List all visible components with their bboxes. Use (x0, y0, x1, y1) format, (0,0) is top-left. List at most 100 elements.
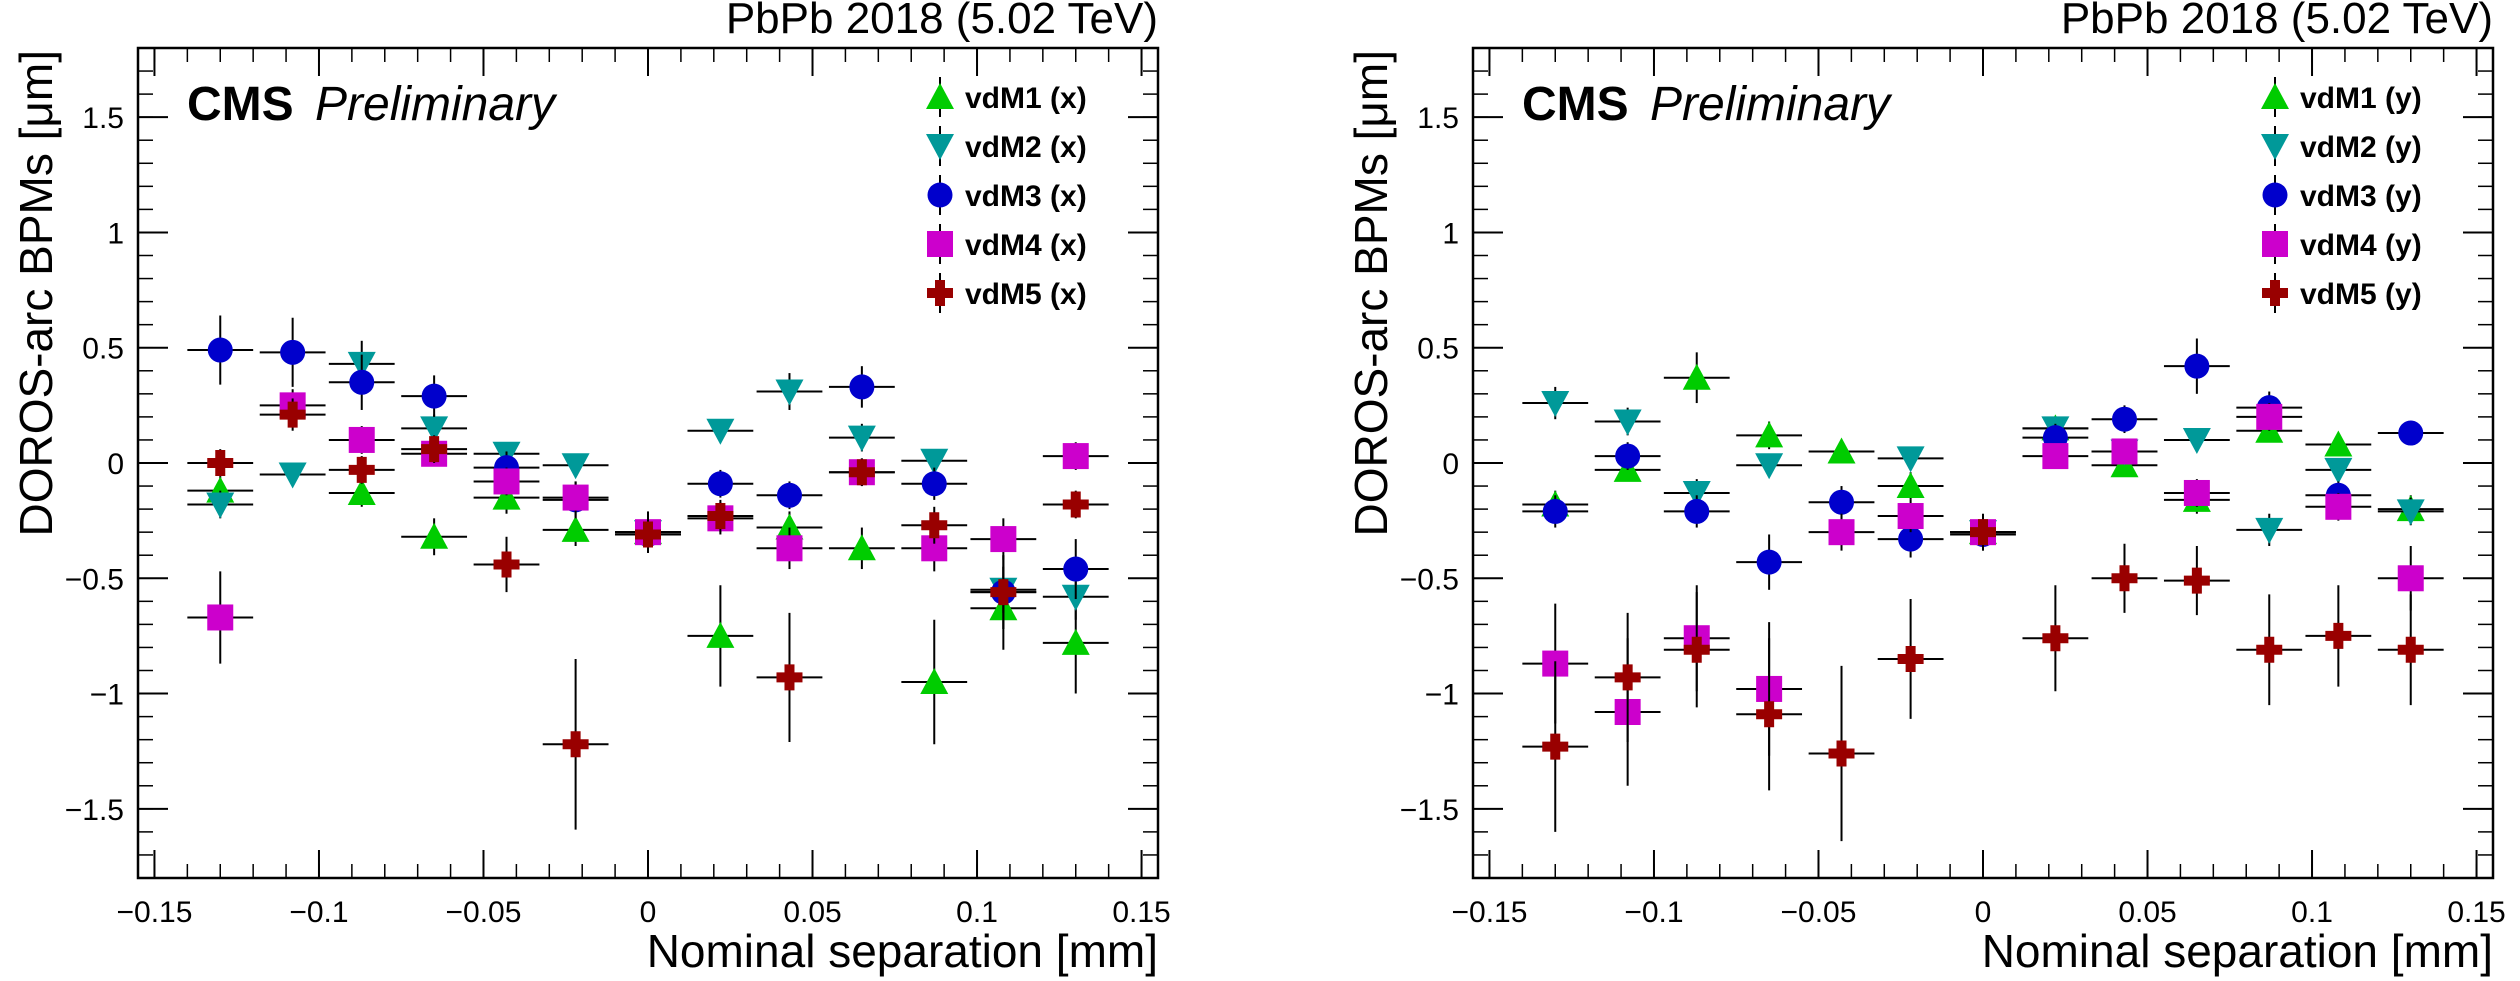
series-4 (1522, 403, 2444, 786)
legend-label: vdM5 (x) (965, 278, 1087, 311)
y-tick-label: 0.5 (82, 333, 124, 366)
data-point (420, 522, 449, 549)
data-point (493, 468, 520, 495)
x-tick-label: 0 (640, 896, 657, 929)
x-axis-title: Nominal separation [mm] (647, 925, 1158, 977)
legend-label: vdM4 (x) (965, 229, 1087, 262)
data-point (2111, 565, 2138, 592)
data-point (2256, 403, 2283, 430)
legend-entry: vdM1 (x) (926, 77, 1087, 117)
preliminary-label: Preliminary (1650, 78, 1893, 131)
legend-label: vdM1 (x) (965, 82, 1087, 115)
x-tick-label: 0.1 (956, 896, 998, 929)
data-point (1063, 556, 1089, 582)
data-point (1755, 421, 1784, 448)
y-tick-label: 0 (1442, 448, 1459, 481)
data-point (920, 448, 949, 475)
data-point (279, 401, 306, 428)
x-tick-label: 0 (1975, 896, 1992, 929)
data-point (1970, 519, 1996, 546)
data-point (707, 503, 734, 530)
data-point (207, 337, 233, 363)
data-point (706, 418, 735, 445)
y-tick-label: 0 (107, 448, 124, 481)
data-point (493, 551, 520, 578)
data-point (1615, 443, 1641, 469)
data-point (421, 383, 447, 409)
legend-label: vdM1 (y) (2300, 82, 2422, 115)
data-point (2324, 457, 2353, 484)
data-point (2325, 493, 2352, 520)
x-tick-label: 0.05 (783, 896, 841, 929)
data-point (1682, 480, 1711, 507)
legend-entry: vdM2 (y) (2261, 126, 2422, 166)
top-label: PbPb 2018 (5.02 TeV) (726, 0, 1158, 43)
data-point (348, 456, 375, 483)
legend-label: vdM3 (y) (2300, 180, 2422, 213)
legend-entry: vdM5 (x) (927, 273, 1087, 313)
x-tick-label: 0.15 (2447, 896, 2505, 929)
data-point (707, 471, 733, 497)
x-tick-label: −0.1 (1624, 896, 1683, 929)
data-point (2184, 353, 2210, 379)
data-point (1898, 526, 1924, 552)
right-panel: −0.15 −0.1 −0.05 0 0.05 0.1 0.15 −1.5 −1 −0.5 0 0.5… (1335, 0, 2520, 981)
data-point (1541, 391, 1570, 418)
data-point (1827, 437, 1856, 464)
data-point (1828, 740, 1855, 767)
data-point (847, 425, 876, 452)
legend-marker (927, 280, 953, 306)
data-point (990, 579, 1017, 606)
data-point (561, 453, 590, 480)
data-point (635, 521, 661, 548)
data-point (278, 462, 307, 489)
legend-marker (2261, 83, 2289, 109)
data-point (2256, 636, 2283, 663)
legend-marker (926, 83, 954, 109)
x-tick-label: −0.15 (116, 896, 192, 929)
series-5 (1522, 513, 2444, 842)
data-point (1896, 446, 1925, 473)
data-point (206, 492, 235, 519)
data-point (1828, 519, 1855, 546)
preliminary-label: Preliminary (315, 78, 558, 131)
data-point (1755, 453, 1784, 480)
data-point (776, 664, 803, 691)
data-point (1062, 443, 1089, 470)
data-point (1897, 645, 1924, 672)
data-point (921, 471, 947, 497)
data-point (847, 534, 876, 561)
y-axis-title: DOROS-arc BPMs [μm] (10, 50, 62, 537)
data-point (1542, 733, 1569, 760)
x-tick-label: −0.1 (289, 896, 348, 929)
data-point (2255, 517, 2284, 544)
right-chart: −0.15 −0.1 −0.05 0 0.05 0.1 0.15 −1.5 −1 −0.5 0 0.5… (1345, 0, 2506, 977)
data-point (2183, 567, 2210, 594)
data-point (776, 482, 802, 508)
legend-entry: vdM3 (y) (2262, 175, 2422, 215)
cms-label: CMS (187, 78, 294, 131)
x-tick-label: −0.05 (446, 896, 522, 929)
legend-marker (2262, 280, 2288, 306)
data-point (492, 483, 521, 510)
legend-label: vdM3 (x) (965, 180, 1087, 213)
y-tick-label: −1.5 (1400, 794, 1459, 827)
data-point (2397, 636, 2424, 663)
cms-label: CMS (1522, 78, 1629, 131)
x-tick-label: 0.15 (1112, 896, 1170, 929)
x-tick-label: −0.15 (1451, 896, 1527, 929)
x-tick-label: 0.05 (2118, 896, 2176, 929)
legend-marker (2262, 182, 2288, 208)
legend-entry: vdM2 (x) (926, 126, 1087, 166)
y-tick-label: −1 (90, 679, 124, 712)
y-tick-label: 1 (107, 217, 124, 250)
data-point (1542, 498, 1568, 524)
legend-entry: vdM4 (x) (927, 224, 1087, 264)
data-point (920, 668, 949, 695)
data-point (849, 374, 875, 400)
data-point (1614, 664, 1641, 691)
left-panel: −0.15 −0.1 −0.05 0 0.05 0.1 0.15 −1.5 −1 −0.5 0 0.5… (10, 0, 1171, 977)
y-axis-title: DOROS-arc BPMs [μm] (1345, 50, 1397, 537)
legend-marker (2262, 231, 2288, 257)
data-point (349, 369, 375, 395)
